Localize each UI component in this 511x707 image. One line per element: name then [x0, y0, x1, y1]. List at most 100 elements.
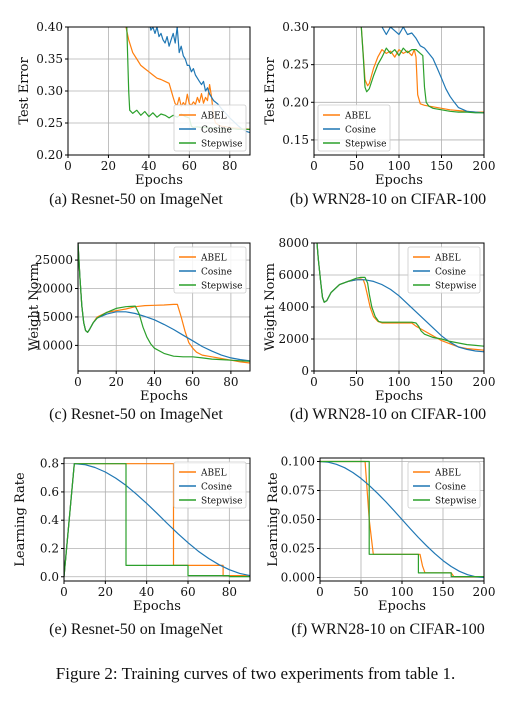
series-line-cosine: [320, 460, 484, 579]
x-tick-label: 80: [222, 585, 237, 599]
x-tick-label: 0: [316, 585, 324, 599]
legend-label-abel: ABEL: [200, 112, 227, 122]
legend-label-stepwise: Stepwise: [435, 282, 476, 292]
subplot-d: 0 50 100 150 20002000400060008000EpochsWeigh…: [263, 236, 496, 404]
series-line-cosine: [64, 463, 250, 577]
legend-label-stepwise: Stepwise: [345, 140, 386, 150]
y-tick-label: 0.000: [281, 571, 315, 585]
y-axis-label: Test Error: [17, 57, 32, 125]
y-tick-label: 0.050: [281, 513, 315, 527]
x-axis-label: Epochs: [140, 389, 188, 404]
subplot-b: 0 50 100 150 200 0.15 0.20 0.25 0.30 Epochs Test E…: [263, 20, 495, 188]
legend-label-cosine: Cosine: [201, 483, 232, 493]
x-tick-label: 0: [310, 159, 318, 173]
x-tick-label: 60: [182, 159, 197, 173]
legend-label-cosine: Cosine: [435, 268, 466, 278]
y-tick-label: 0.20: [36, 148, 63, 162]
x-tick-label: 80: [222, 159, 237, 173]
subplot-e: 0 20 40 60 80 0.0 0.2 0.4 0.6 0.8 Epochs Learning R…: [13, 457, 251, 614]
legend-label-abel: ABEL: [200, 469, 227, 479]
x-tick-label: 50: [349, 375, 364, 389]
y-tick-label: 2000: [278, 332, 309, 346]
legend-label-abel: ABEL: [200, 254, 227, 264]
x-tick-label: 100: [388, 375, 411, 389]
x-axis-label: Epochs: [375, 173, 423, 188]
y-tick-label: 0.100: [281, 454, 315, 468]
x-tick-label: 0: [64, 159, 72, 173]
y-axis-label: Learning Rate: [266, 472, 281, 567]
series-line-stepwise: [78, 243, 250, 362]
x-tick-label: 50: [349, 159, 364, 173]
x-tick-label: 40: [139, 585, 154, 599]
x-tick-label: 200: [473, 585, 496, 599]
y-tick-label: 15000: [35, 310, 73, 324]
legend-label-abel: ABEL: [434, 254, 461, 264]
y-axis-label: Weight Norm: [27, 263, 42, 351]
subplot-caption-e: (e) Resnet-50 on ImageNet: [49, 621, 223, 638]
legend-label-cosine: Cosine: [201, 268, 232, 278]
plot-frame: [63, 457, 251, 582]
y-tick-label: 8000: [278, 236, 309, 250]
subplot-caption-d: (d) WRN28-10 on CIFAR-100: [289, 406, 487, 423]
y-tick-label: 0.40: [36, 20, 63, 34]
x-tick-label: 0: [310, 375, 318, 389]
y-axis-label: Weight Norm: [263, 263, 278, 351]
legend-label-stepwise: Stepwise: [201, 497, 242, 507]
y-tick-label: 4000: [278, 300, 309, 314]
x-tick-label: 20: [101, 159, 116, 173]
y-tick-label: 0.15: [282, 133, 309, 147]
y-tick-label: 0.4: [40, 513, 59, 527]
x-tick-label: 150: [432, 585, 455, 599]
series-line-abel: [360, 27, 484, 113]
y-tick-label: 0.30: [282, 20, 309, 34]
y-tick-label: 10000: [35, 338, 73, 352]
legend-box: [173, 104, 247, 152]
legend: ABEL Cosine Stepwise: [173, 104, 247, 152]
x-tick-label: 100: [391, 585, 414, 599]
y-tick-label: 0.0: [40, 570, 59, 584]
figure-caption: Figure 2: Training curves of two experim…: [55, 664, 456, 683]
legend-label-cosine: Cosine: [435, 483, 466, 493]
y-tick-label: 0.30: [36, 84, 63, 98]
x-tick-label: 50: [353, 585, 368, 599]
x-tick-label: 20: [98, 585, 113, 599]
legend-label-stepwise: Stepwise: [201, 140, 242, 150]
y-axis-label: Test Error: [263, 57, 278, 125]
x-axis-label: Epochs: [378, 599, 426, 614]
legend: ABEL Cosine Stepwise: [317, 104, 391, 152]
x-tick-label: 0: [74, 375, 82, 389]
legend-box: [407, 246, 481, 294]
x-tick-label: 60: [180, 585, 195, 599]
legend-label-cosine: Cosine: [201, 126, 232, 136]
x-axis-label: Epochs: [375, 389, 423, 404]
y-tick-label: 0.025: [281, 542, 315, 556]
legend-box: [173, 246, 247, 294]
legend-label-cosine: Cosine: [345, 126, 376, 136]
plot-frame: [77, 242, 251, 372]
legend: ABEL Cosine Stepwise: [407, 461, 481, 509]
x-tick-label: 80: [223, 375, 238, 389]
y-tick-label: 0.8: [40, 457, 59, 471]
subplot-c: 0 20 40 60 80 10000 15000 20000 25000 Epochs Weigh…: [27, 242, 251, 404]
x-tick-label: 20: [109, 375, 124, 389]
series-line-stepwise: [320, 460, 484, 578]
legend-box: [317, 104, 391, 152]
legend: ABEL Cosine Stepwise: [173, 246, 247, 294]
y-tick-label: 0.25: [282, 58, 309, 72]
x-tick-label: 200: [473, 375, 496, 389]
y-tick-label: 0.35: [36, 52, 63, 66]
y-tick-label: 0.075: [281, 483, 315, 497]
y-tick-label: 0: [301, 364, 309, 378]
series-line-stepwise: [360, 27, 484, 114]
series-line-stepwise: [64, 463, 250, 578]
y-tick-label: 20000: [35, 282, 73, 296]
legend-box: [173, 461, 247, 509]
series-line-cosine: [381, 27, 484, 114]
x-axis-label: Epochs: [133, 599, 181, 614]
legend-label-stepwise: Stepwise: [435, 497, 476, 507]
y-tick-label: 6000: [278, 268, 309, 282]
legend: ABEL Cosine Stepwise: [173, 461, 247, 509]
subplot-caption-a: (a) Resnet-50 on ImageNet: [49, 191, 223, 208]
x-tick-label: 150: [430, 375, 453, 389]
